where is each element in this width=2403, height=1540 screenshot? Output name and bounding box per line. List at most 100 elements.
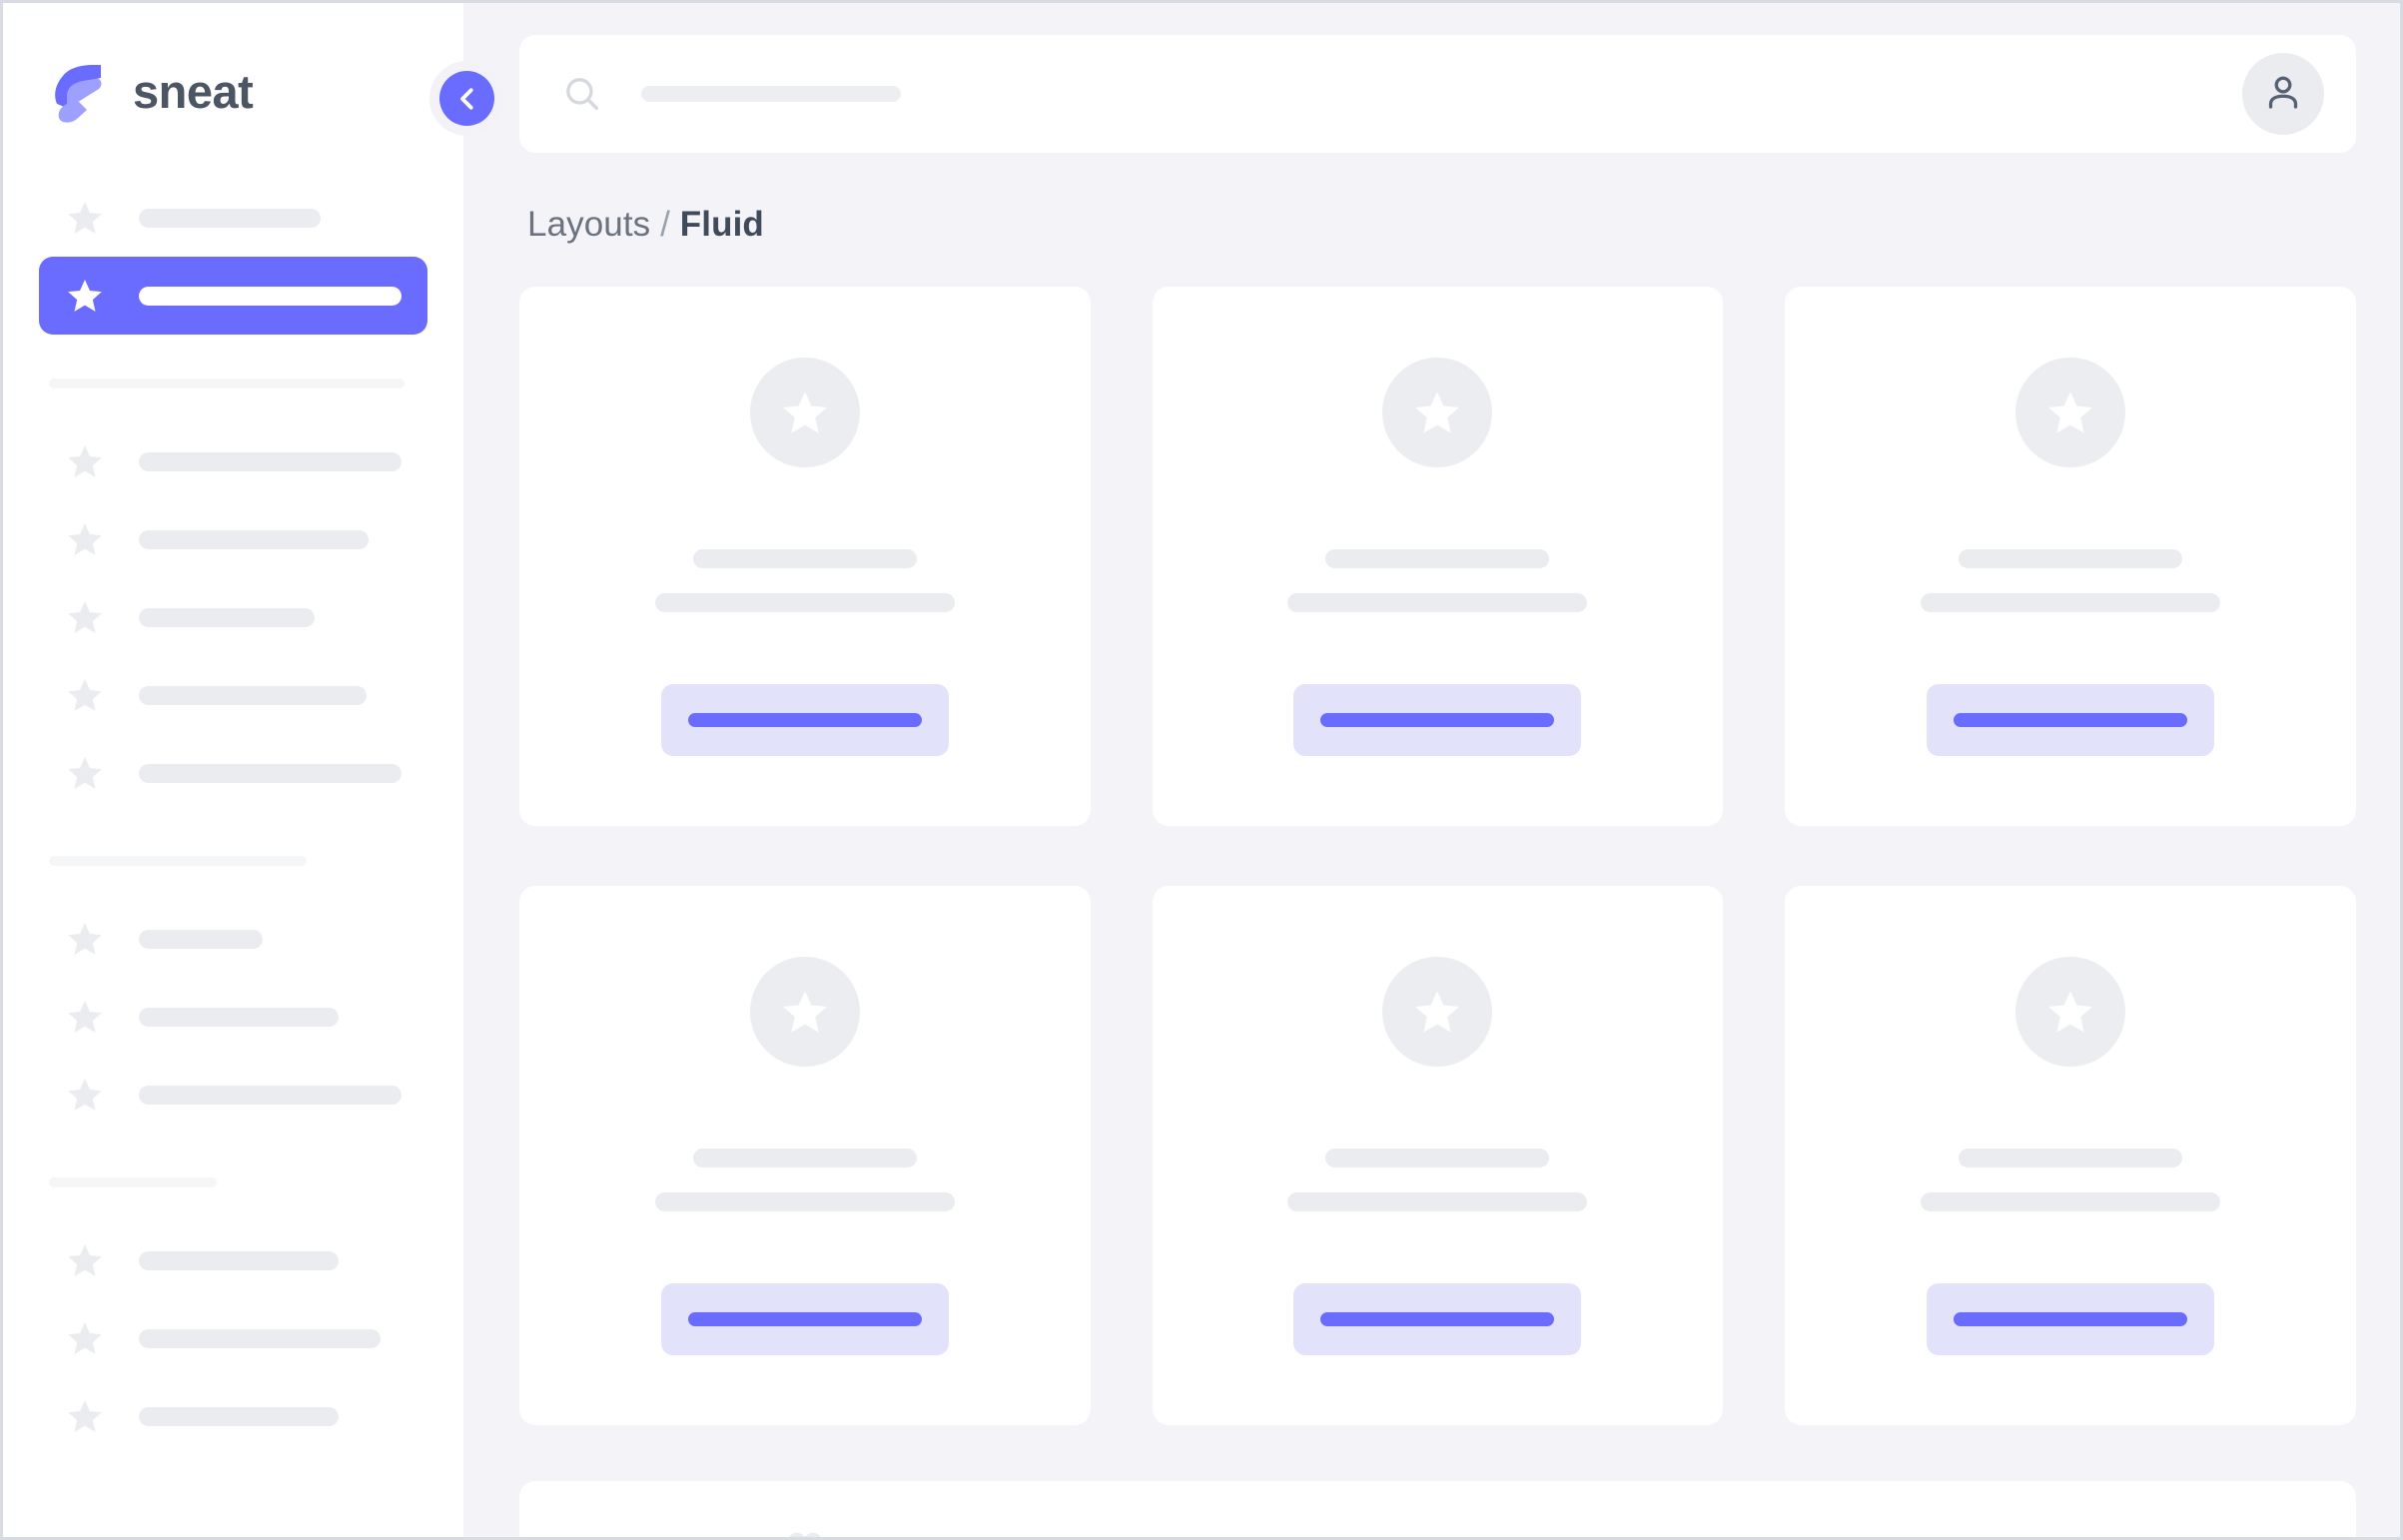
search-input[interactable] (641, 86, 901, 102)
breadcrumb-parent[interactable]: Layouts (527, 205, 651, 244)
search-icon[interactable] (561, 73, 603, 115)
footer-link[interactable] (1797, 1536, 1893, 1537)
sidebar-item-label (139, 929, 263, 949)
brand[interactable]: sneat (3, 3, 463, 131)
sidebar-item[interactable] (39, 1377, 427, 1455)
main-content: Layouts / Fluid (463, 3, 2400, 1537)
footer-link[interactable] (1935, 1536, 1997, 1537)
sneat-s-logo-icon (49, 58, 111, 124)
card-title (1325, 1148, 1550, 1167)
sidebar-menu (3, 131, 463, 1455)
sidebar-item[interactable] (39, 1221, 427, 1299)
card-subtitle (654, 1191, 955, 1211)
content-card (1152, 287, 1724, 826)
card-avatar (749, 956, 860, 1067)
sidebar-item-label (139, 685, 367, 705)
sidebar-item-label (139, 1328, 381, 1348)
card-action-button[interactable] (1927, 1282, 2215, 1355)
card-subtitle (654, 592, 955, 612)
footer-link[interactable] (2038, 1536, 2162, 1537)
card-action-button[interactable] (1927, 683, 2215, 756)
user-icon (2261, 70, 2305, 119)
sidebar-item[interactable] (39, 656, 427, 734)
card-action-button-label (1320, 712, 1555, 727)
star-icon (65, 519, 105, 559)
card-action-button[interactable] (660, 1282, 949, 1355)
sidebar-item[interactable] (39, 978, 427, 1056)
star-icon (65, 919, 105, 959)
star-icon (65, 198, 105, 238)
star-icon (779, 386, 831, 438)
sidebar-item-label (139, 1085, 401, 1105)
sidebar-item-label (139, 451, 401, 471)
star-icon (65, 1240, 105, 1280)
sidebar-item[interactable] (39, 179, 427, 257)
card-action-button-label (1320, 1311, 1555, 1326)
footer-links (1797, 1536, 2300, 1537)
card-avatar (2015, 357, 2126, 467)
star-icon (65, 997, 105, 1037)
card-avatar (2015, 956, 2126, 1067)
card-avatar (1382, 956, 1493, 1067)
content-card (519, 287, 1091, 826)
card-action-button-label (687, 1311, 922, 1326)
card-subtitle (1287, 1191, 1588, 1211)
card-avatar (1382, 357, 1493, 467)
star-icon (65, 597, 105, 637)
brand-name: sneat (133, 64, 254, 118)
card-avatar (749, 357, 860, 467)
chevron-left-icon (439, 71, 494, 126)
star-icon (65, 441, 105, 481)
sidebar-item-label (139, 286, 401, 306)
star-icon (1411, 386, 1463, 438)
content-card (1785, 886, 2356, 1425)
star-icon (65, 1075, 105, 1115)
top-navbar (519, 35, 2356, 153)
card-subtitle (1921, 592, 2221, 612)
sidebar-item-label (139, 763, 401, 783)
sidebar-item-active[interactable] (39, 257, 427, 335)
sidebar-group-divider (49, 856, 307, 866)
card-title (692, 548, 917, 568)
sidebar-item[interactable] (39, 900, 427, 978)
sidebar-item-label (139, 1406, 339, 1426)
sidebar-group-divider (49, 379, 404, 388)
avatar[interactable] (2242, 53, 2324, 135)
card-title (692, 1148, 917, 1167)
card-action-button-label (1954, 1311, 2188, 1326)
star-icon (65, 276, 105, 316)
sidebar-item[interactable] (39, 578, 427, 656)
star-icon (2044, 386, 2096, 438)
sidebar-item[interactable] (39, 500, 427, 578)
card-grid (519, 287, 2356, 1425)
sidebar-item[interactable] (39, 1056, 427, 1134)
card-title (1959, 548, 2183, 568)
card-subtitle (1921, 1191, 2221, 1211)
sidebar-collapse-toggle[interactable] (429, 61, 504, 136)
star-icon (1411, 986, 1463, 1038)
sidebar-item-label (139, 529, 369, 549)
sidebar-item[interactable] (39, 1299, 427, 1377)
footer-link[interactable] (2204, 1536, 2300, 1537)
sidebar-spacer (3, 153, 463, 179)
footer-text-primary (557, 1536, 763, 1537)
footer-text-secondary (847, 1536, 925, 1537)
card-action-button[interactable] (660, 683, 949, 756)
card-action-button-label (687, 712, 922, 727)
sidebar: sneat (3, 3, 504, 1537)
star-icon (65, 753, 105, 793)
card-subtitle (1287, 592, 1588, 612)
card-action-button[interactable] (1293, 683, 1582, 756)
card-action-button[interactable] (1293, 1282, 1582, 1355)
sidebar-item-label (139, 607, 315, 627)
sidebar-item-label (139, 1007, 339, 1027)
footer (519, 1481, 2356, 1537)
sidebar-item[interactable] (39, 734, 427, 812)
sidebar-item-label (139, 208, 321, 228)
sidebar-item[interactable] (39, 422, 427, 500)
card-title (1959, 1148, 2183, 1167)
sidebar-item-label (139, 1250, 339, 1270)
content-card (519, 886, 1091, 1425)
heart-icon (785, 1526, 825, 1537)
